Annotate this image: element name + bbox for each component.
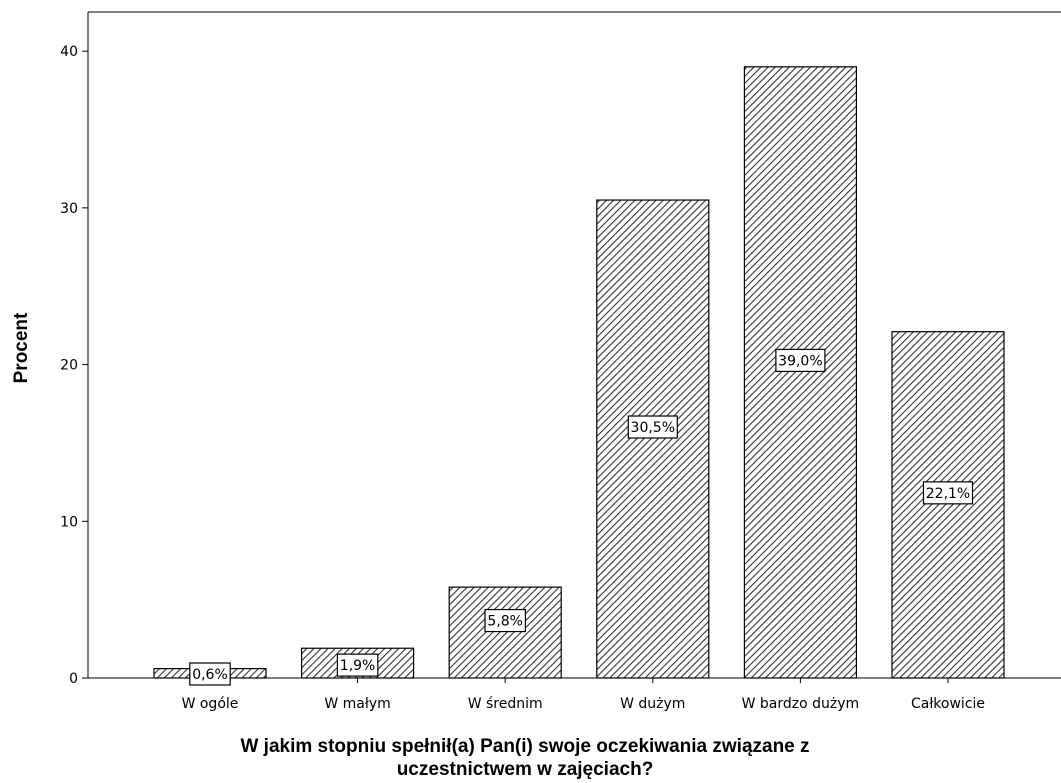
data-label: 39,0% bbox=[775, 348, 826, 373]
y-tick-label: 40 bbox=[60, 44, 78, 60]
y-axis-label: Procent bbox=[11, 312, 32, 383]
data-label-text: 0,6% bbox=[192, 667, 228, 683]
axes: 0 10 20 30 40 W ogóle W małym W średnim W dużym W… bbox=[60, 11, 1061, 712]
x-tick-label: W dużym bbox=[620, 696, 685, 712]
x-tick-label: Całkowicie bbox=[911, 696, 985, 712]
x-tick-label: W ogóle bbox=[182, 696, 239, 712]
x-tick-label: W bardzo dużym bbox=[742, 696, 860, 712]
data-label-box bbox=[336, 653, 379, 677]
data-labels: 0,6% 1,9% 5,8% 30,5% 39,0% 22,1% bbox=[189, 348, 974, 686]
data-label-text: 30,5% bbox=[631, 420, 675, 436]
x-tick-label: W małym bbox=[324, 696, 390, 712]
bar bbox=[743, 66, 858, 679]
data-label-text: 5,8% bbox=[487, 614, 523, 630]
data-label: 0,6% bbox=[189, 662, 231, 686]
bars bbox=[153, 66, 1005, 679]
data-label-box bbox=[189, 662, 231, 686]
y-tick-label: 0 bbox=[69, 671, 78, 687]
data-label-text: 39,0% bbox=[778, 353, 822, 369]
data-label-box bbox=[922, 481, 974, 505]
data-label: 30,5% bbox=[627, 415, 678, 439]
bar bbox=[596, 199, 710, 679]
bar bbox=[448, 586, 562, 679]
data-label-box bbox=[627, 415, 678, 439]
bar bbox=[891, 331, 1005, 679]
data-label: 1,9% bbox=[336, 653, 379, 677]
data-label: 5,8% bbox=[484, 608, 527, 633]
data-label-text: 22,1% bbox=[926, 486, 970, 502]
data-label-text: 1,9% bbox=[340, 658, 376, 674]
data-label: 22,1% bbox=[922, 481, 974, 505]
data-label-box bbox=[775, 348, 826, 373]
y-tick-label: 30 bbox=[60, 201, 78, 217]
data-label-box bbox=[484, 608, 527, 633]
x-axis-label-line-2: uczestnictwem w zajęciach? bbox=[397, 759, 654, 780]
x-tick-label: W średnim bbox=[468, 696, 543, 712]
y-tick-label: 20 bbox=[60, 358, 78, 374]
y-tick-label: 10 bbox=[60, 514, 78, 530]
x-axis-label-line-1: W jakim stopniu spełnił(a) Pan(i) swoje … bbox=[240, 736, 809, 757]
